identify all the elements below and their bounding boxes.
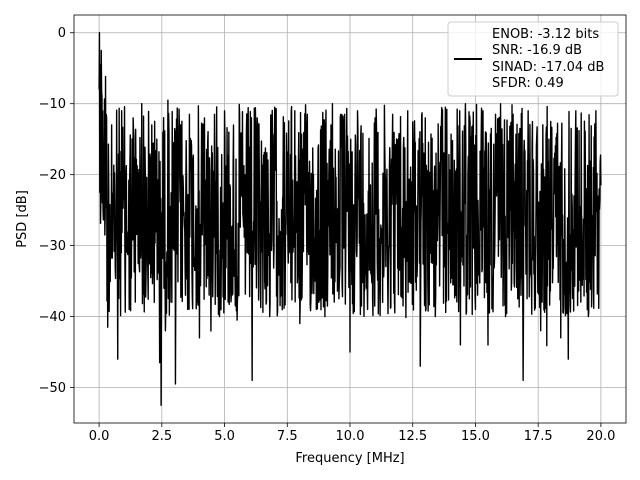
- legend-entry-sinad: SINAD: -17.04 dB: [492, 60, 604, 75]
- legend: ENOB: -3.12 bits SNR: -16.9 dB SINAD: -1…: [447, 21, 619, 97]
- x-axis-ticks: 0.0 2.5 5.0 7.5 10.0 12.5 15.0 17.5 20.0: [89, 423, 615, 444]
- x-tick-label: 10.0: [336, 429, 365, 444]
- x-axis-label: Frequency [MHz]: [295, 451, 404, 466]
- legend-entry-enob: ENOB: -3.12 bits: [492, 27, 599, 42]
- y-tick-label: −40: [39, 310, 66, 325]
- legend-entry-sfdr: SFDR: 0.49: [492, 76, 564, 91]
- legend-box: [447, 21, 619, 97]
- x-tick-label: 7.5: [277, 429, 298, 444]
- y-tick-label: −30: [39, 239, 66, 254]
- x-tick-label: 20.0: [586, 429, 615, 444]
- x-tick-label: 17.5: [524, 429, 553, 444]
- x-tick-label: 5.0: [214, 429, 235, 444]
- series-line: [98, 32, 602, 406]
- x-tick-label: 0.0: [89, 429, 110, 444]
- legend-entry-snr: SNR: -16.9 dB: [492, 43, 582, 58]
- y-axis-ticks: 0 −10 −20 −30 −40 −50: [39, 26, 74, 396]
- x-tick-label: 12.5: [398, 429, 427, 444]
- y-axis-label: PSD [dB]: [15, 190, 30, 248]
- psd-series-path: [98, 32, 602, 406]
- y-tick-label: 0: [58, 26, 66, 41]
- y-tick-label: −20: [39, 168, 66, 183]
- x-tick-label: 2.5: [151, 429, 172, 444]
- y-tick-label: −10: [39, 97, 66, 112]
- x-tick-label: 15.0: [461, 429, 490, 444]
- y-tick-label: −50: [39, 381, 66, 396]
